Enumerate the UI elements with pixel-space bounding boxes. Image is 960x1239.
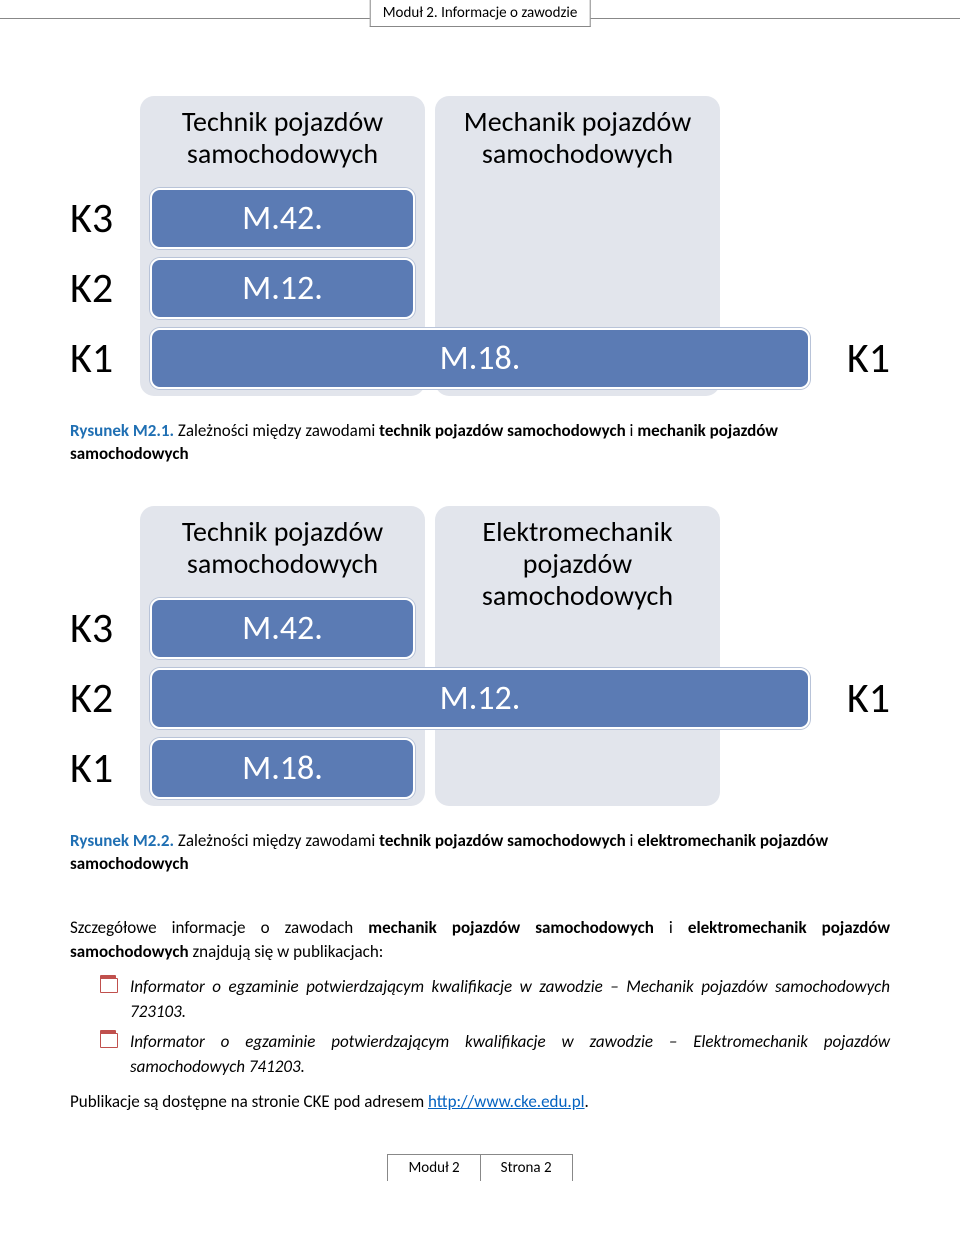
d2-k1-left-label: K1	[70, 743, 140, 794]
para-1: Szczegółowe informacje o zawodach mechan…	[70, 916, 890, 965]
para1-b: mechanik pojazdów samochodowych	[368, 917, 654, 938]
para1-a: Szczegółowe informacje o zawodach	[70, 917, 368, 938]
diagram2-right-title: Elektromechanik pojazdów samochodowych	[435, 516, 720, 613]
caption2-text: Zależności między zawodami technik pojaz…	[70, 830, 828, 874]
caption-1: Rysunek M2.1. Zależności między zawodami…	[70, 420, 890, 466]
list-item: Informator o egzaminie potwierdzającym k…	[100, 975, 890, 1024]
para1-e: znajdują się w publikacjach:	[189, 941, 384, 962]
diagram2-left-title: Technik pojazdów samochodowych	[140, 516, 425, 580]
diagram1-left-title: Technik pojazdów samochodowych	[140, 106, 425, 170]
box-m42: M.42.	[150, 188, 415, 249]
para1-c: i	[654, 917, 688, 938]
cke-link[interactable]: http://www.cke.edu.pl	[428, 1091, 585, 1112]
k3-label: K3	[70, 193, 140, 244]
k1-left-label: K1	[70, 333, 140, 384]
list-item: Informator o egzaminie potwierdzającym k…	[100, 1030, 890, 1079]
d2-box-m12: M.12.	[150, 668, 810, 729]
d2-k3-label: K3	[70, 603, 140, 654]
para2-a: Publikacje są dostępne na stronie CKE po…	[70, 1091, 428, 1112]
k1-right-label: K1	[820, 333, 890, 384]
k2-label: K2	[70, 263, 140, 314]
footer-module: Moduł 2	[387, 1154, 480, 1181]
caption-2: Rysunek M2.2. Zależności między zawodami…	[70, 830, 890, 876]
page-header: Moduł 2. Informacje o zawodzie	[0, 0, 960, 36]
diagram2-row-k2: K2 M.12. K1	[70, 668, 890, 729]
diagram-1: Technik pojazdów samochodowych Mechanik …	[70, 96, 890, 396]
diagram2-row-k1: K1 M.18.	[70, 738, 890, 799]
caption1-text: Zależności między zawodami technik pojaz…	[70, 420, 778, 464]
diagram1-row-k2: K2 M.12.	[70, 258, 890, 319]
d2-box-m42: M.42.	[150, 598, 415, 659]
footer-page: Strona 2	[480, 1154, 573, 1181]
caption2-label: Rysunek M2.2.	[70, 830, 174, 851]
para-2: Publikacje są dostępne na stronie CKE po…	[70, 1090, 890, 1115]
page-footer: Moduł 2 Strona 2	[0, 1154, 960, 1211]
diagram1-row-k3: K3 M.42.	[70, 188, 890, 249]
para2-b: .	[585, 1091, 589, 1112]
publication-list: Informator o egzaminie potwierdzającym k…	[100, 975, 890, 1080]
header-title: Moduł 2. Informacje o zawodzie	[370, 0, 591, 27]
box-m12: M.12.	[150, 258, 415, 319]
d2-k1-right-label: K1	[820, 673, 890, 724]
d2-k2-label: K2	[70, 673, 140, 724]
diagram1-row-k1: K1 M.18. K1	[70, 328, 890, 389]
caption1-label: Rysunek M2.1.	[70, 420, 174, 441]
d2-box-m18: M.18.	[150, 738, 415, 799]
diagram-2: Technik pojazdów samochodowych Elektrome…	[70, 506, 890, 806]
diagram1-right-title: Mechanik pojazdów samochodowych	[435, 106, 720, 170]
box-m18: M.18.	[150, 328, 810, 389]
